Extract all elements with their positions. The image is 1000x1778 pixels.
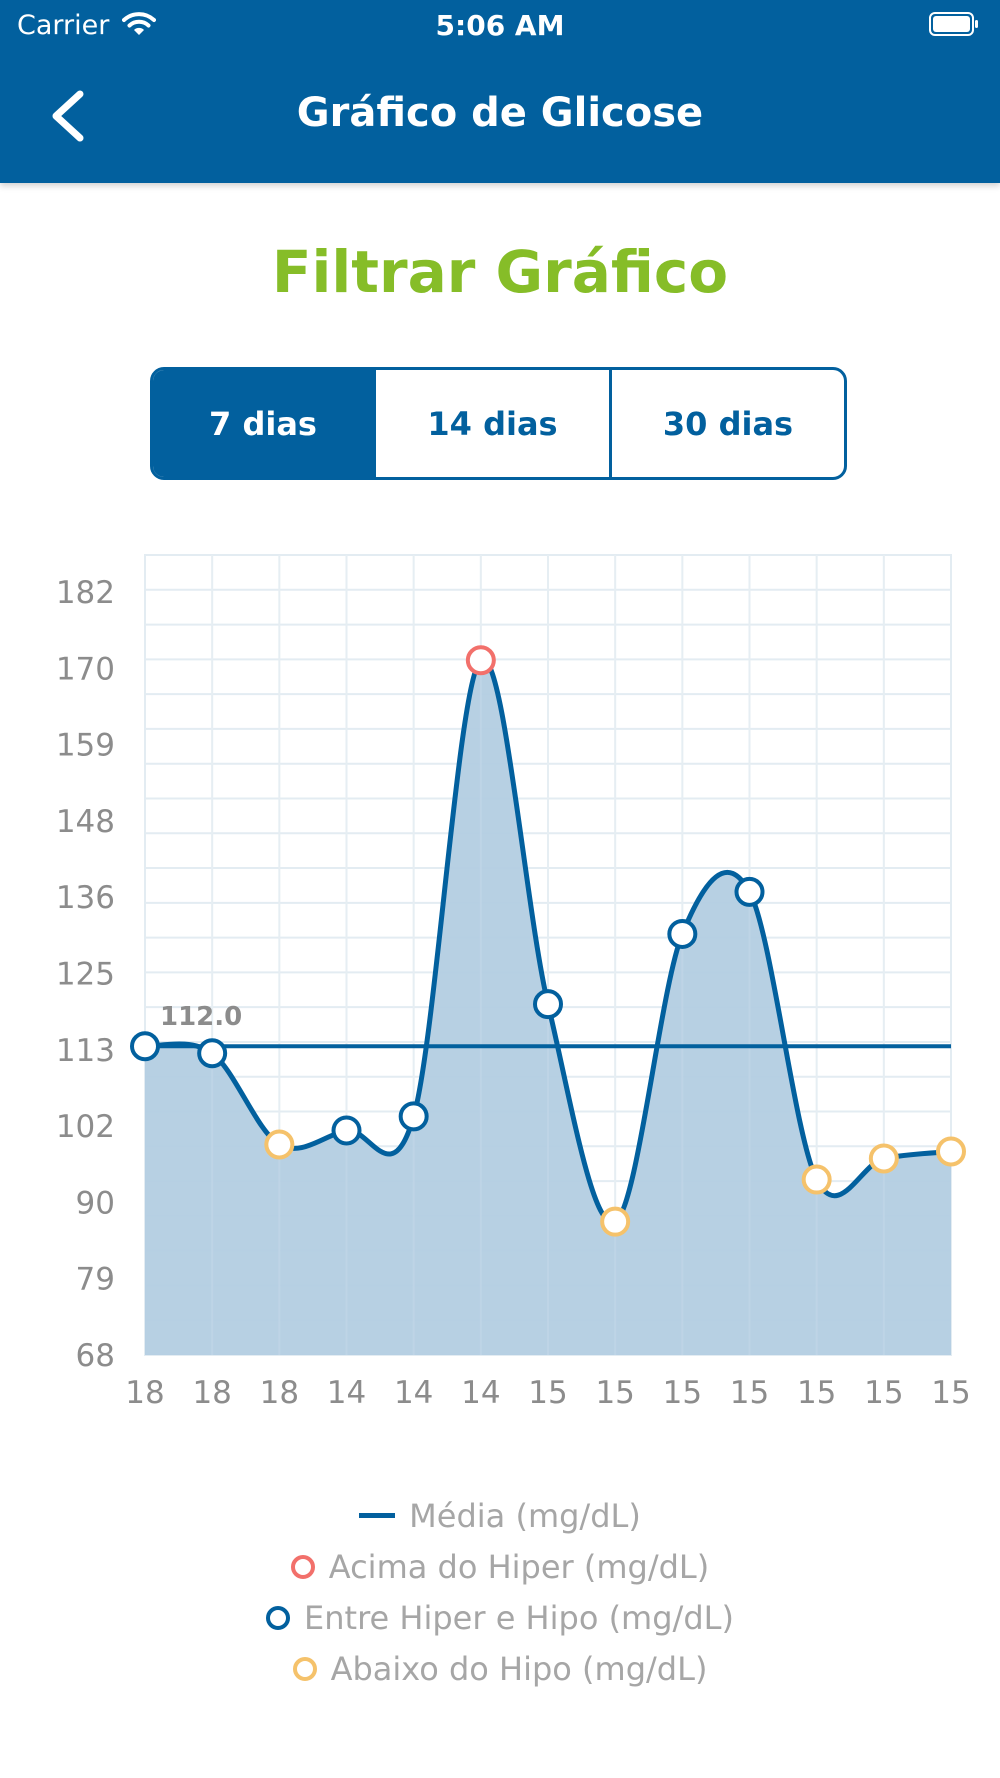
legend-circle-swatch bbox=[292, 1656, 317, 1681]
data-point bbox=[600, 1206, 631, 1237]
y-tick-label: 182 bbox=[56, 575, 115, 611]
y-tick-label: 159 bbox=[56, 728, 115, 764]
chevron-left-icon bbox=[52, 90, 84, 142]
back-button[interactable] bbox=[42, 88, 92, 144]
y-tick-label: 136 bbox=[56, 880, 115, 916]
x-tick-label: 15 bbox=[931, 1375, 970, 1411]
segment-14-days[interactable]: 14 dias bbox=[373, 370, 609, 477]
status-bar: Carrier 5:06 AM bbox=[0, 0, 1000, 50]
x-tick-label: 15 bbox=[864, 1375, 903, 1411]
legend-item-average: Média (mg/dL) bbox=[359, 1490, 641, 1541]
y-tick-label: 113 bbox=[56, 1033, 115, 1069]
y-tick-label: 148 bbox=[56, 804, 115, 840]
data-point bbox=[936, 1136, 966, 1167]
segment-7-days[interactable]: 7 dias bbox=[153, 370, 373, 477]
legend-circle-swatch bbox=[266, 1605, 291, 1630]
data-point bbox=[667, 918, 698, 949]
x-tick-label: 15 bbox=[595, 1375, 634, 1411]
x-tick-label: 18 bbox=[260, 1375, 299, 1411]
x-tick-label: 14 bbox=[394, 1375, 433, 1411]
navigation-bar: Carrier 5:06 AM Gráfico de Glicose bbox=[0, 0, 1000, 183]
legend-label: Média (mg/dL) bbox=[409, 1496, 641, 1535]
y-tick-label: 90 bbox=[76, 1185, 115, 1221]
data-point bbox=[197, 1038, 228, 1069]
data-point bbox=[801, 1164, 832, 1195]
y-tick-label: 170 bbox=[56, 651, 115, 687]
filter-title: Filtrar Gráfico bbox=[271, 238, 729, 306]
carrier-label: Carrier bbox=[17, 10, 110, 41]
x-tick-label: 18 bbox=[192, 1375, 231, 1411]
legend-item-above-hyper: Acima do Hiper (mg/dL) bbox=[290, 1541, 710, 1592]
legend-label: Abaixo do Hipo (mg/dL) bbox=[330, 1649, 708, 1688]
x-tick-label: 15 bbox=[730, 1375, 769, 1411]
battery-icon bbox=[929, 12, 978, 36]
clock: 5:06 AM bbox=[435, 9, 565, 42]
y-tick-label: 102 bbox=[56, 1109, 115, 1145]
data-point bbox=[264, 1129, 295, 1160]
legend-circle-swatch bbox=[290, 1554, 315, 1579]
data-point bbox=[465, 645, 496, 676]
data-point bbox=[331, 1115, 362, 1146]
glucose-chart: 112.0 182 170 159 148 136 125 113 102 90 79 68 18 18 1… bbox=[56, 554, 971, 1411]
x-tick-label: 14 bbox=[461, 1375, 500, 1411]
data-point bbox=[533, 989, 563, 1020]
legend-item-below-hypo: Abaixo do Hipo (mg/dL) bbox=[292, 1643, 708, 1694]
legend-label: Entre Hiper e Hipo (mg/dL) bbox=[304, 1598, 734, 1637]
x-tick-label: 15 bbox=[663, 1375, 702, 1411]
y-tick-label: 68 bbox=[76, 1338, 115, 1374]
data-point bbox=[130, 1031, 160, 1062]
data-point bbox=[734, 876, 765, 907]
x-tick-label: 15 bbox=[797, 1375, 836, 1411]
data-point bbox=[398, 1101, 429, 1132]
chart-legend: Média (mg/dL) Acima do Hiper (mg/dL) Ent… bbox=[0, 1490, 1000, 1694]
period-segmented-control: 7 dias 14 dias 30 dias bbox=[150, 367, 847, 480]
x-tick-label: 18 bbox=[125, 1375, 164, 1411]
legend-item-between: Entre Hiper e Hipo (mg/dL) bbox=[266, 1592, 734, 1643]
average-value-label: 112.0 bbox=[160, 1002, 242, 1032]
page-title: Gráfico de Glicose bbox=[296, 90, 704, 136]
x-tick-label: 15 bbox=[528, 1375, 567, 1411]
y-tick-label: 125 bbox=[56, 957, 115, 993]
data-point bbox=[868, 1143, 899, 1174]
segment-30-days[interactable]: 30 dias bbox=[609, 370, 844, 477]
wifi-icon bbox=[122, 12, 156, 35]
legend-line-swatch bbox=[359, 1513, 396, 1518]
y-tick-label: 79 bbox=[76, 1262, 115, 1298]
legend-label: Acima do Hiper (mg/dL) bbox=[328, 1547, 710, 1586]
x-tick-label: 14 bbox=[327, 1375, 366, 1411]
